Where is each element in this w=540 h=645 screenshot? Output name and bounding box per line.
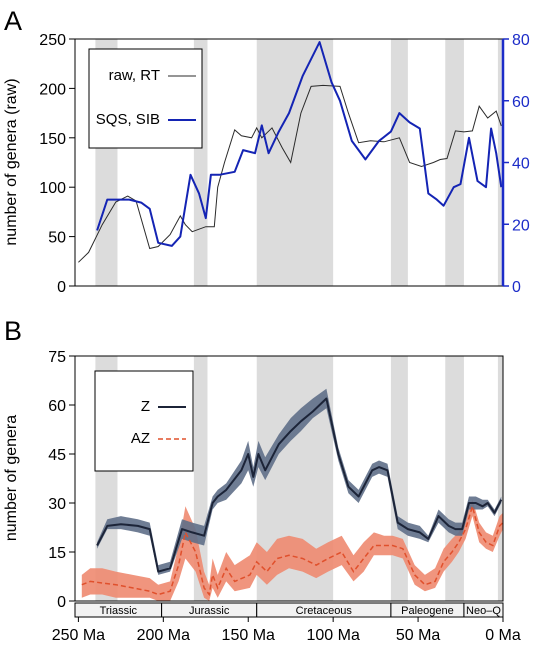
series-z-band <box>97 388 502 575</box>
series-raw-line <box>78 84 502 263</box>
a-ytick-label-1: 50 <box>48 230 66 247</box>
panel-b-ylabel: number of genera <box>3 415 20 541</box>
panel-a-legend: raw, RT SQS, SIB <box>88 48 203 149</box>
b-ytick-label-4: 60 <box>48 398 66 415</box>
panel-b-label: B <box>4 316 22 346</box>
series-sqs-line <box>96 41 503 247</box>
panel-a-legend-box <box>88 48 203 149</box>
panel-a-label: A <box>4 6 22 36</box>
shade-band-b-5 <box>497 356 503 601</box>
a-ytick-label-2: 100 <box>39 180 66 197</box>
b-ytick-label-2: 30 <box>48 496 66 513</box>
b-xtick-label-4: 50 Ma <box>396 627 441 644</box>
legend-sqs-label: SQS, SIB <box>96 111 160 128</box>
panel-b-series <box>81 388 504 601</box>
panel-a: A 0 50 100 150 200 250 0 20 40 60 80 number of ge… <box>3 6 530 296</box>
legend-az-label: AZ <box>131 430 150 447</box>
a-y2tick-label-3: 60 <box>512 94 530 111</box>
panel-a-right-axis: 0 20 40 60 80 <box>501 32 530 296</box>
series-az-line <box>81 503 504 597</box>
panel-b-legend: Z AZ <box>94 370 194 472</box>
a-y2tick-label-1: 20 <box>512 217 530 234</box>
b-xtick-label-1: 200 Ma <box>137 627 190 644</box>
period-label-1: Jurassic <box>189 605 230 617</box>
shade-band-5 <box>497 39 503 286</box>
b-xtick-label-3: 100 Ma <box>306 627 359 644</box>
b-ytick-label-5: 75 <box>48 349 66 366</box>
period-label-0: Triassic <box>100 605 138 617</box>
a-ytick-label-5: 250 <box>39 32 66 49</box>
panel-a-ylabel: number of genera (raw) <box>3 78 20 245</box>
a-y2tick-label-2: 40 <box>512 156 530 173</box>
a-ytick-label-3: 150 <box>39 131 66 148</box>
a-ytick-label-0: 0 <box>57 279 66 296</box>
shade-band-4 <box>445 39 464 286</box>
a-ytick-label-4: 200 <box>39 81 66 98</box>
panel-b: B 0 15 30 45 60 75 number of genera Z AZ Tria… <box>3 316 521 644</box>
b-ytick-label-0: 0 <box>57 594 66 611</box>
b-ytick-label-1: 15 <box>48 545 66 562</box>
panel-a-series <box>78 41 503 263</box>
panel-b-legend-box <box>94 370 194 472</box>
panel-a-left-axis: 0 50 100 150 200 250 <box>39 32 75 296</box>
b-xtick-label-5: 0 Ma <box>485 627 521 644</box>
legend-z-label: Z <box>141 398 150 415</box>
shade-band-3 <box>390 39 408 286</box>
b-xtick-label-2: 150 Ma <box>222 627 275 644</box>
a-y2tick-label-0: 0 <box>512 279 521 296</box>
period-label-3: Paleogene <box>401 605 454 617</box>
panel-b-x-axis: 250 Ma 200 Ma 150 Ma 100 Ma 50 Ma 0 Ma <box>52 617 521 644</box>
a-y2tick-label-4: 80 <box>512 32 530 49</box>
shade-band-b-3 <box>390 356 408 601</box>
legend-raw-label: raw, RT <box>109 67 160 84</box>
period-label-4: Neo–Q <box>466 605 501 617</box>
shade-band-2 <box>256 39 334 286</box>
period-label-2: Cretaceous <box>296 605 353 617</box>
b-ytick-label-3: 45 <box>48 447 66 464</box>
period-cell-4 <box>463 602 504 618</box>
panel-b-frame <box>74 355 504 602</box>
series-z-line <box>96 397 503 573</box>
period-bar: Triassic Jurassic Cretaceous Paleogene Neo–Q <box>74 602 504 618</box>
panel-b-left-axis: 0 15 30 45 60 75 <box>48 349 75 611</box>
b-xtick-label-0: 250 Ma <box>52 627 105 644</box>
